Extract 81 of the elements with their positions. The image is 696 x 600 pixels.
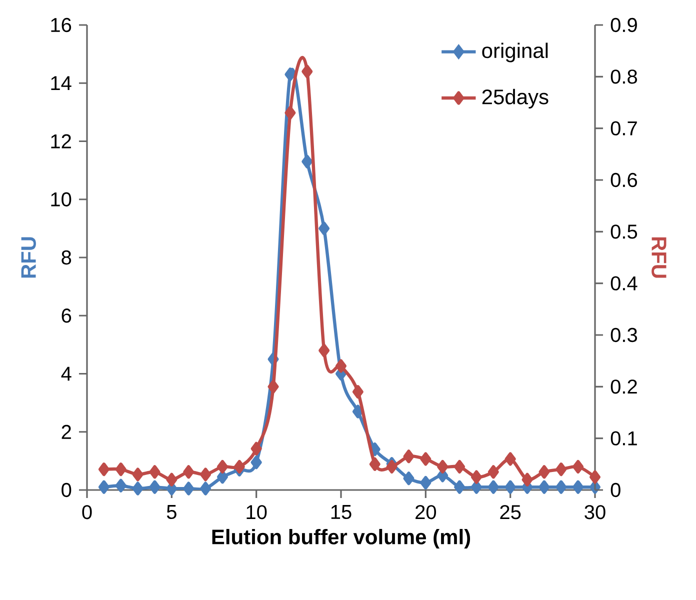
y2-tick-label: 0.3 (610, 328, 638, 342)
point (352, 385, 364, 399)
x-tick-label: 30 (584, 505, 606, 520)
point (250, 456, 262, 470)
x-tick-label: 15 (331, 505, 352, 520)
y2-tick-label: 0.8 (610, 70, 638, 84)
point (336, 359, 347, 373)
point (590, 470, 601, 484)
point (488, 480, 499, 494)
point (470, 470, 482, 484)
point (437, 460, 448, 474)
point (149, 465, 160, 479)
x-tick-label: 25 (500, 505, 521, 520)
point (98, 480, 110, 494)
y2-axis-title: RFU (652, 237, 666, 278)
y-axis-title: RFU (21, 237, 36, 278)
legend-label: 25days (482, 88, 548, 108)
point (488, 465, 499, 479)
y-tick-label: 14 (51, 76, 72, 90)
legend-label: original (482, 42, 548, 62)
point (369, 457, 380, 471)
y-tick-label: 6 (62, 308, 72, 323)
point (538, 465, 550, 479)
point (302, 64, 313, 78)
y2-tick-label: 0.6 (610, 172, 638, 188)
point (352, 404, 364, 418)
y2-tick-label: 0.9 (610, 18, 637, 32)
point (403, 472, 414, 486)
point (115, 478, 126, 492)
point (284, 106, 296, 120)
point (200, 468, 212, 482)
y2-tick-label: 0.1 (610, 431, 637, 446)
y-tick-label: 16 (51, 18, 72, 32)
y2-tick-label: 0 (610, 482, 620, 498)
point (504, 452, 516, 466)
point (250, 442, 262, 456)
point (216, 470, 228, 484)
point (504, 480, 516, 494)
point (572, 460, 584, 474)
point (183, 482, 194, 496)
x-tick-label: 20 (416, 505, 436, 520)
y-tick-label: 10 (51, 192, 72, 206)
point (183, 465, 194, 479)
x-tick-label: 0 (82, 505, 92, 520)
point (454, 480, 466, 494)
y2-tick-label: 0.7 (610, 121, 637, 136)
point (420, 476, 432, 490)
point (234, 460, 245, 474)
point (98, 462, 110, 476)
point (556, 462, 567, 476)
point (200, 482, 212, 496)
point (572, 480, 584, 494)
point (166, 472, 178, 486)
point (115, 462, 126, 476)
point (454, 460, 466, 474)
point (216, 460, 228, 474)
x-tick-label: 5 (166, 505, 176, 520)
y-tick-label: 2 (62, 424, 71, 439)
point (556, 480, 567, 494)
y-tick-label: 12 (51, 134, 71, 148)
point (318, 344, 330, 358)
y2-tick-label: 0.2 (610, 380, 637, 394)
y-tick-label: 0 (62, 482, 72, 498)
point (522, 472, 533, 486)
point (470, 480, 482, 494)
x-axis-title: Elution buffer volume (ml) (212, 528, 470, 549)
point (403, 450, 414, 464)
y-tick-label: 4 (61, 366, 72, 381)
point (318, 222, 330, 236)
y2-tick-label: 0.5 (610, 224, 638, 239)
point (538, 480, 550, 494)
x-tick-label: 10 (246, 505, 267, 520)
point (132, 468, 144, 482)
point (149, 480, 160, 494)
y-tick-label: 8 (62, 250, 72, 265)
point (302, 154, 313, 168)
point (268, 380, 279, 394)
point (386, 460, 398, 474)
y2-tick-label: 0.4 (610, 276, 638, 290)
point (132, 482, 144, 496)
point (420, 452, 432, 466)
